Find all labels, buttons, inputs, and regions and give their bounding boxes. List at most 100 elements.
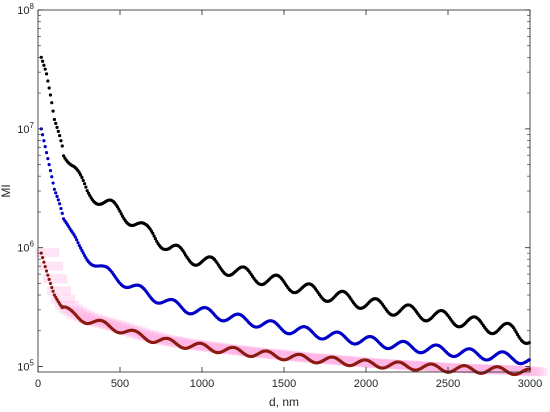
band-segment: [365, 358, 390, 368]
band-segment: [255, 349, 280, 359]
data-point: [527, 358, 531, 362]
data-point: [56, 129, 60, 133]
x-tick-label: 3000: [518, 378, 542, 390]
band-segment: [515, 366, 540, 376]
data-point: [55, 125, 59, 129]
data-point: [79, 246, 83, 250]
band-segment: [452, 364, 477, 374]
data-point: [76, 241, 80, 245]
band-segment: [78, 314, 103, 324]
data-point: [72, 233, 76, 237]
data-point: [46, 273, 50, 277]
band-segment: [298, 353, 323, 363]
band-segment: [98, 319, 123, 329]
band-segment: [338, 356, 363, 366]
data-point: [527, 367, 531, 371]
band-segment: [499, 365, 524, 375]
band-segment: [62, 307, 87, 317]
data-point: [44, 150, 49, 155]
band-segment: [417, 362, 442, 372]
data-point: [50, 285, 54, 290]
data-point: [86, 191, 91, 195]
band-segment: [106, 322, 131, 332]
data-point: [50, 101, 54, 105]
band-segment: [409, 361, 434, 371]
band-segment: [212, 344, 237, 354]
data-point: [39, 251, 43, 255]
band-segment: [468, 364, 493, 374]
data-point: [46, 157, 50, 161]
data-point: [51, 109, 55, 113]
band-segment: [137, 331, 162, 341]
data-point: [58, 202, 62, 206]
data-point: [153, 237, 158, 241]
data-point: [118, 209, 122, 213]
band-segment: [405, 361, 430, 371]
data-point: [60, 211, 64, 215]
band-segment: [464, 364, 489, 374]
data-point: [81, 178, 85, 183]
band-segment: [448, 363, 473, 373]
band-segment: [401, 361, 426, 371]
data-point: [80, 248, 84, 253]
data-point: [75, 238, 79, 242]
data-point: [119, 212, 123, 216]
series-1: [39, 55, 531, 345]
band-segment: [440, 363, 465, 373]
ticks-layer: 0 500 1000 1500 2000 2500 3000 105 106 107 108: [17, 2, 542, 390]
data-point: [42, 139, 46, 143]
band-segment: [208, 343, 233, 353]
band-segment: [354, 358, 379, 368]
y-tick-label: 105: [17, 359, 34, 374]
band-segment: [373, 359, 398, 369]
data-point: [40, 256, 45, 260]
band-segment: [165, 337, 190, 347]
band-segment: [243, 347, 268, 357]
data-point: [85, 189, 89, 193]
band-segment: [153, 335, 178, 345]
band-segment: [43, 274, 68, 284]
x-axis-label: d, nm: [269, 395, 299, 409]
data-point: [48, 169, 53, 173]
band-segment: [176, 339, 201, 349]
data-point: [43, 67, 47, 71]
band-segment: [169, 338, 194, 348]
data-point: [43, 145, 47, 149]
series-3: [35, 248, 548, 377]
band-segment: [236, 346, 261, 356]
band-segment: [456, 364, 481, 374]
band-segment: [35, 248, 60, 258]
data-point: [82, 253, 87, 258]
data-point: [54, 191, 58, 195]
band-segment: [369, 359, 394, 369]
x-tick-label: 500: [111, 378, 129, 390]
data-point: [79, 173, 83, 177]
data-point: [44, 269, 49, 273]
data-point: [51, 289, 55, 293]
data-point: [54, 121, 58, 125]
band-segment: [432, 363, 457, 373]
data-point: [44, 72, 49, 76]
band-segment: [114, 324, 138, 334]
band-segment: [133, 330, 158, 340]
data-point: [40, 133, 45, 137]
data-point: [81, 251, 85, 255]
band-segment: [39, 261, 64, 271]
data-point: [48, 93, 53, 97]
band-segment: [287, 352, 312, 362]
x-tick-label: 1000: [190, 378, 214, 390]
data-point: [151, 231, 155, 236]
band-segment: [74, 312, 99, 322]
band-segment: [220, 345, 245, 355]
series-layer: [35, 55, 548, 377]
data-point: [80, 175, 84, 180]
band-segment: [145, 333, 170, 343]
data-point: [527, 341, 531, 345]
band-segment: [385, 360, 410, 370]
band-segment: [495, 365, 520, 375]
data-point: [84, 185, 88, 189]
data-point: [42, 63, 46, 67]
series-2: [39, 127, 531, 366]
